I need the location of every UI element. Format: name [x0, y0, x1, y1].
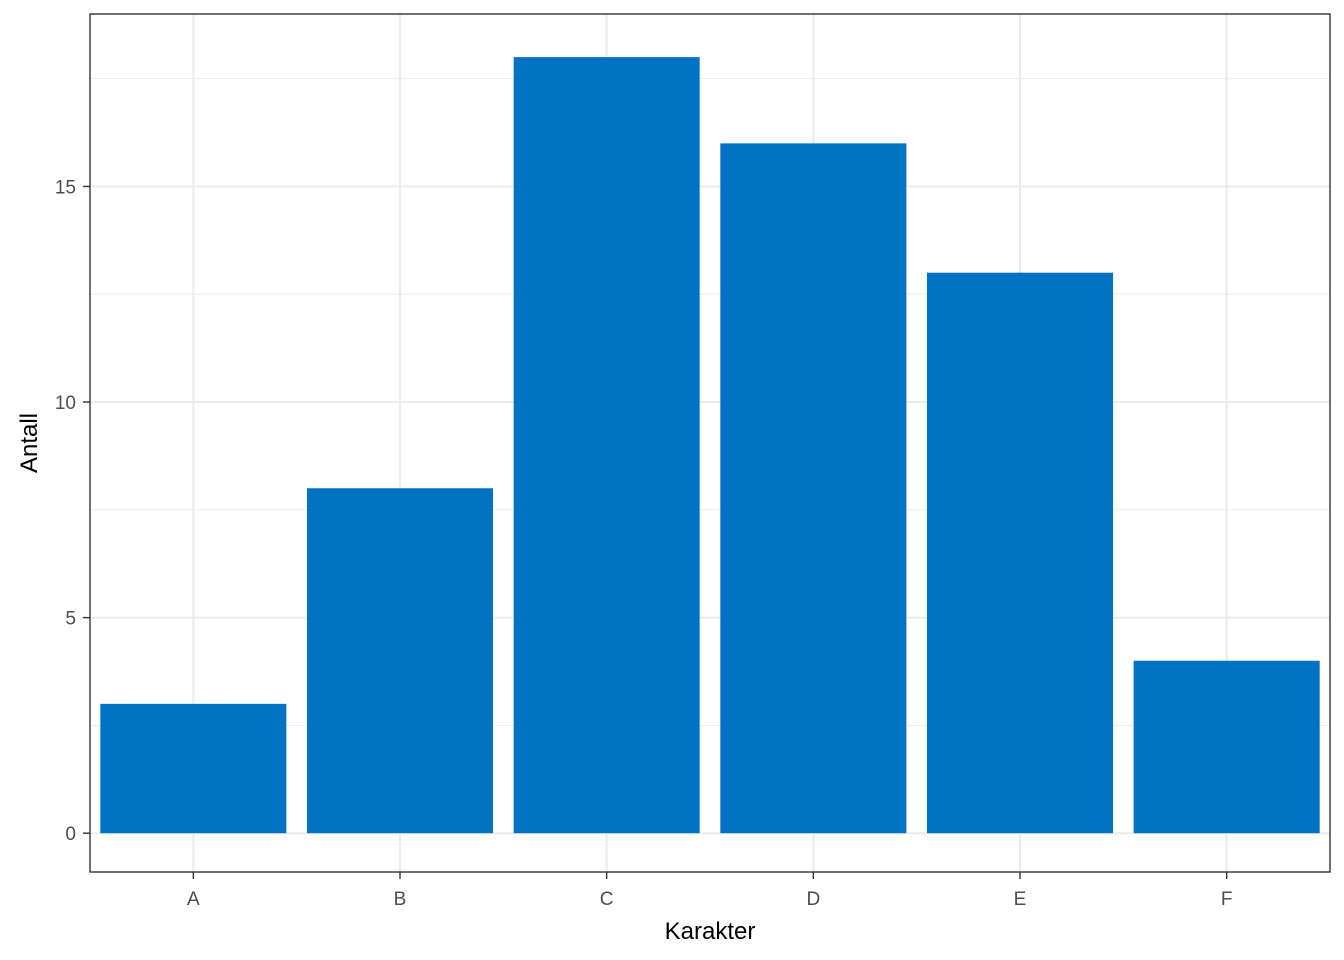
x-tick-label-b: B [394, 889, 407, 910]
x-axis-ticks: A B C D E F [187, 872, 1232, 910]
bar-f [1133, 660, 1320, 834]
y-axis-ticks: 0 5 10 15 [55, 177, 90, 845]
y-axis-title: Antall [16, 413, 43, 473]
x-tick-label-c: C [600, 889, 614, 910]
grid-minor-lines [90, 78, 1330, 726]
bar-d [720, 143, 907, 834]
y-tick-label: 15 [55, 177, 76, 198]
bar-e [927, 272, 1113, 834]
x-tick-label-a: A [187, 889, 200, 910]
x-tick-label-f: F [1221, 889, 1233, 910]
panel-border [89, 13, 1331, 873]
x-tick-label-d: D [806, 889, 820, 910]
y-tick-label: 10 [55, 393, 76, 414]
bar-a [100, 703, 287, 834]
y-tick-label: 5 [65, 609, 76, 630]
bar-c [513, 57, 700, 834]
bars [100, 57, 1320, 834]
x-axis-title: Karakter [665, 918, 756, 945]
x-tick-label-e: E [1014, 889, 1027, 910]
bar-b [307, 488, 493, 834]
y-tick-label: 0 [65, 824, 76, 845]
